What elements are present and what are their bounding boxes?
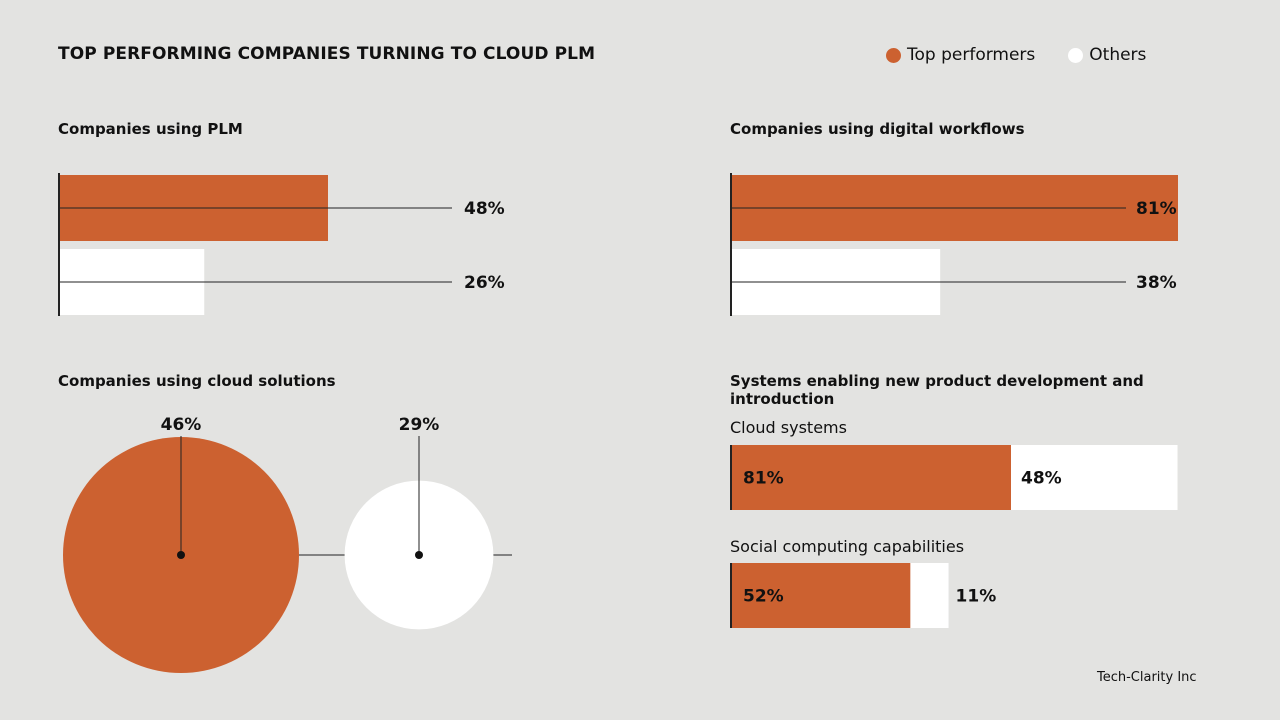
cloud-center-dot-others <box>415 551 423 559</box>
category-label-cloud-systems: Cloud systems <box>730 418 847 437</box>
page-title: TOP PERFORMING COMPANIES TURNING TO CLOU… <box>58 44 596 64</box>
cloud-center-dot-top <box>177 551 185 559</box>
panel-title-plm: Companies using PLM <box>58 120 243 138</box>
npdi-value-label-others-cloud-systems: 48% <box>1021 469 1062 489</box>
cloud-value-label-others: 29% <box>399 415 440 435</box>
legend-swatch-others <box>1068 47 1084 63</box>
plm-value-label-top: 48% <box>464 199 505 219</box>
legend: Top performers Others <box>886 45 1179 65</box>
legend-item-others: Others <box>1068 45 1146 65</box>
npdi-bar-top-cloud-systems <box>730 445 1011 510</box>
workflow-value-label-others: 38% <box>1136 273 1177 293</box>
panel-title-npdi: Systems enabling new product development… <box>730 372 1144 408</box>
workflow-value-label-top: 81% <box>1136 199 1177 219</box>
npdi-value-label-others-social-computing: 11% <box>956 587 997 607</box>
npdi-bar-others-cloud-systems <box>1011 445 1178 510</box>
npdi-bar-top-social-computing <box>730 563 911 628</box>
npdi-value-label-top-cloud-systems: 81% <box>743 469 784 489</box>
legend-item-top-performers: Top performers <box>886 45 1035 65</box>
category-label-social-computing: Social computing capabilities <box>730 537 965 556</box>
panel-title-cloud-solutions: Companies using cloud solutions <box>58 372 336 390</box>
panel-title-digital-workflows: Companies using digital workflows <box>730 120 1025 138</box>
footer-source: Tech-Clarity Inc <box>1097 670 1197 685</box>
plm-value-label-others: 26% <box>464 273 505 293</box>
npdi-bar-others-social-computing <box>910 563 949 628</box>
legend-swatch-top <box>886 47 901 63</box>
legend-label-others: Others <box>1089 45 1147 65</box>
npdi-value-label-top-social-computing: 52% <box>743 587 784 607</box>
legend-label-top: Top performers <box>907 45 1036 65</box>
cloud-value-label-top: 46% <box>161 415 202 435</box>
